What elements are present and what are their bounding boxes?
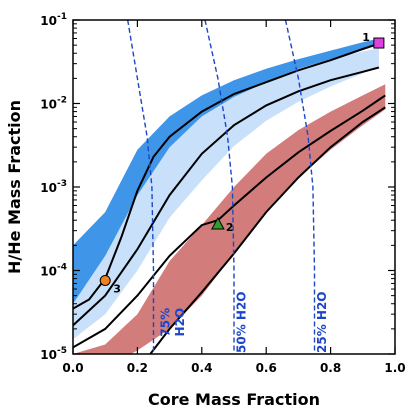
curve-4 — [149, 106, 386, 354]
x-tick-label: 0.8 — [320, 361, 341, 375]
y-axis-title: H/He Mass Fraction — [5, 100, 24, 274]
water-label-2: 50% H2O — [234, 292, 248, 354]
model-curves — [73, 42, 386, 354]
band-3 — [73, 84, 386, 354]
curve-3 — [73, 94, 386, 349]
y-tick-label: 10-4 — [40, 263, 67, 279]
water-line-1 — [127, 20, 155, 354]
curve-1 — [73, 42, 380, 310]
axes: 0.0 0.2 0.4 0.6 0.8 1.0 10-5 10-4 10-3 10-2 10-1 — [40, 12, 405, 375]
water-fraction-lines — [127, 20, 316, 354]
planet-markers: 1 2 3 — [99, 31, 385, 295]
y-tick-label: 10-3 — [40, 179, 67, 195]
y-tick-label: 10-2 — [40, 96, 67, 112]
band-2 — [73, 48, 379, 340]
marker-1 — [373, 37, 385, 49]
marker-3 — [99, 274, 111, 286]
y-tick-label: 10-1 — [40, 12, 67, 28]
water-label-3: 25% H2O — [315, 292, 329, 354]
water-label-1: 75% — [159, 308, 173, 337]
curve-2 — [73, 66, 380, 327]
marker-label-1: 1 — [362, 31, 370, 44]
x-tick-label: 0.0 — [62, 361, 83, 375]
x-tick-label: 0.2 — [127, 361, 148, 375]
x-tick-label: 1.0 — [384, 361, 405, 375]
x-tick-label: 0.6 — [256, 361, 277, 375]
water-labels: 75% 50% H2O 25% H2O H2O — [159, 292, 329, 354]
marker-2 — [211, 217, 225, 230]
water-line-2 — [204, 20, 235, 354]
marker-label-2: 2 — [226, 221, 234, 234]
water-sublabel-1: H2O — [173, 308, 187, 337]
water-line-3 — [284, 20, 316, 354]
y-tick-label: 10-5 — [40, 346, 67, 362]
x-tick-label: 0.4 — [191, 361, 212, 375]
marker-label-3: 3 — [113, 282, 121, 295]
x-axis-title: Core Mass Fraction — [148, 390, 320, 409]
